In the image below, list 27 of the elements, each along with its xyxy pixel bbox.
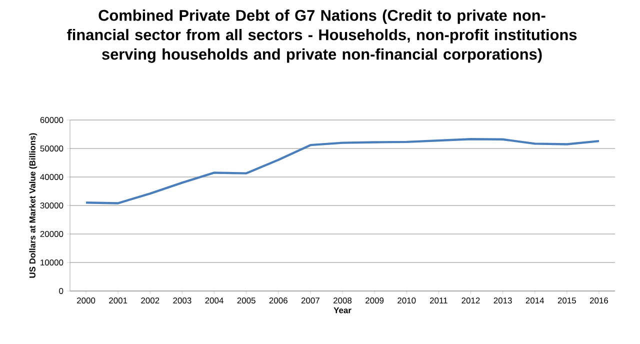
x-tick-label: 2015 [558,298,576,304]
x-tick-label: 2014 [526,298,544,304]
x-axis-title: Year [334,307,352,314]
x-tick-label: 2005 [237,298,256,304]
x-tick-label: 2006 [269,298,288,304]
x-tick-label: 2002 [141,298,160,304]
x-tick-label: 2012 [462,298,480,304]
y-tick-label: 10000 [40,260,64,266]
y-tick-label: 40000 [40,174,64,180]
y-tick-label: 30000 [40,202,64,208]
x-tick-label: 2013 [494,298,512,304]
x-tick-label: 2000 [77,298,96,304]
y-tick-label: 0 [59,288,64,294]
y-axis-title: US Dollars at Market Value (Billions) [29,133,38,278]
y-tick-label: 60000 [40,117,64,123]
x-tick-label: 2008 [334,298,352,304]
x-tick-label: 2016 [590,298,608,304]
x-tick-label: 2001 [109,298,128,304]
x-tick-label: 2010 [398,298,416,304]
y-tick-label: 20000 [40,231,64,237]
chart-title: Combined Private Debt of G7 Nations (Credit to private non-financial sector from all sectors - Households, non-profit institutions serving households and private non-financial corporations) [67,10,577,63]
y-tick-label: 50000 [40,146,64,152]
x-tick-label: 2009 [366,298,384,304]
x-tick-label: 2007 [301,298,320,304]
x-tick-label: 2004 [205,298,224,304]
x-tick-label: 2011 [430,298,448,304]
x-tick-label: 2003 [173,298,192,304]
